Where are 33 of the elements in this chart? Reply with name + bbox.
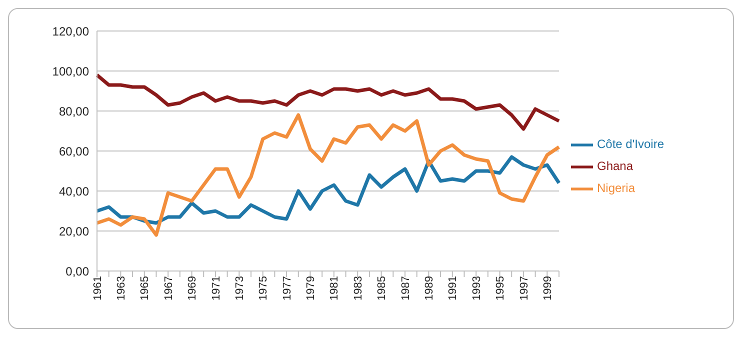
- x-tick-label: 1967: [162, 276, 175, 300]
- x-tick-label: 1985: [376, 276, 388, 300]
- x-tick-label: 1963: [116, 276, 128, 300]
- y-tick-label: 120,00: [52, 24, 90, 38]
- line-series: [95, 73, 561, 131]
- x-tick-label: 1999: [542, 276, 554, 300]
- x-tick-label: 1979: [305, 276, 318, 300]
- x-tick-label: 1965: [139, 276, 152, 300]
- line-series: [95, 113, 561, 237]
- x-tick-label: 1961: [92, 276, 104, 300]
- x-tick-label: 1997: [518, 276, 530, 300]
- x-tick-label: 1983: [352, 276, 364, 300]
- x-tick-label: 1973: [234, 276, 246, 300]
- y-tick-label: 100,00: [52, 64, 90, 78]
- x-tick-label: 1971: [210, 276, 222, 300]
- x-tick-label: 1977: [281, 276, 294, 300]
- x-tick-label: 1989: [424, 276, 436, 300]
- x-tick-label: 1969: [186, 276, 199, 300]
- y-tick-label: 60,00: [58, 144, 90, 158]
- x-tick-label: 1995: [494, 276, 507, 300]
- legend-label: Côte d'Ivoire: [597, 136, 664, 151]
- x-tick-label: 1981: [328, 276, 341, 300]
- y-tick-label: 40,00: [58, 184, 90, 198]
- x-tick-label: 1993: [470, 276, 483, 300]
- y-tick-label: 20,00: [58, 224, 90, 238]
- line-series: [95, 155, 561, 225]
- legend-label: Nigeria: [597, 180, 636, 195]
- x-tick-label: 1991: [447, 276, 460, 300]
- y-tick-label: 80,00: [58, 104, 90, 118]
- x-tick-label: 1987: [400, 276, 412, 300]
- x-tick-label: 1975: [258, 276, 270, 300]
- y-tick-label: 0,00: [66, 264, 90, 278]
- legend-label: Ghana: [597, 158, 634, 173]
